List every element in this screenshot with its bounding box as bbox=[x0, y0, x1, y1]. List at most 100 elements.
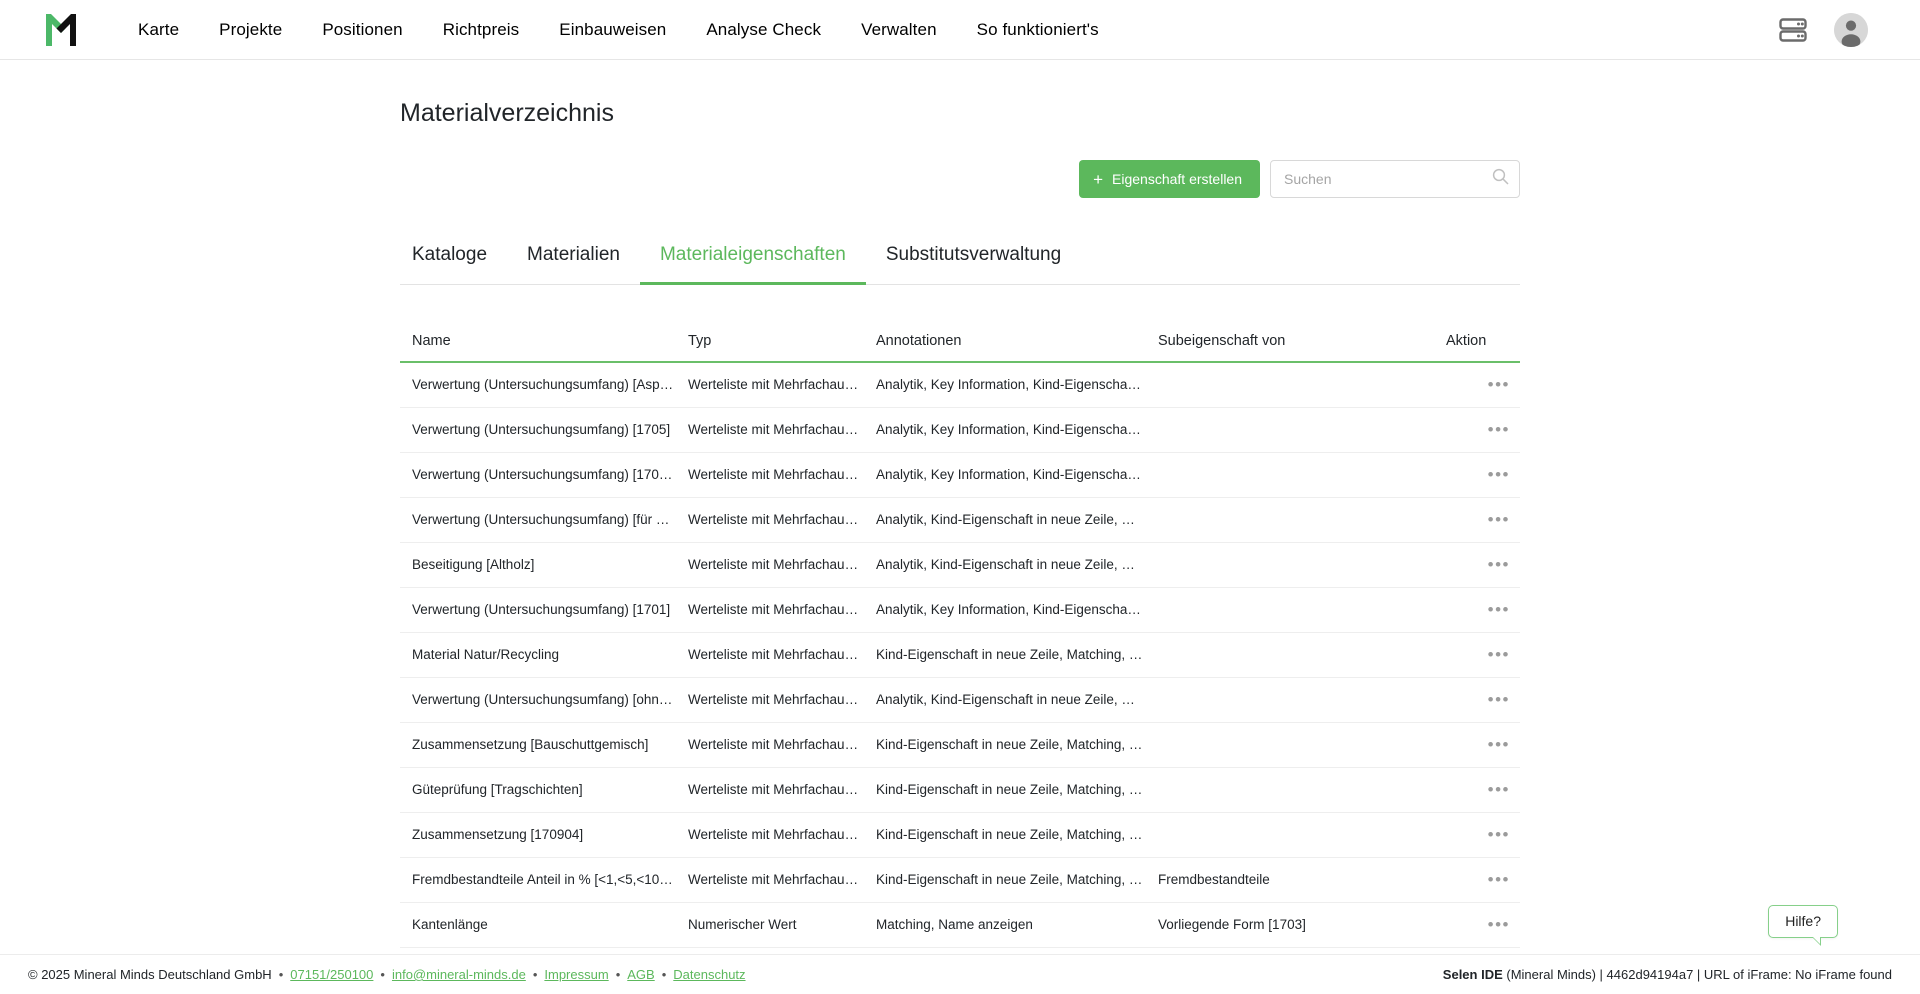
table-row[interactable]: Verwertung (Untersuchungsumfang) [ohne P… bbox=[400, 677, 1520, 723]
column-header-typ[interactable]: Typ bbox=[688, 333, 876, 363]
kebab-menu-icon[interactable]: ••• bbox=[1487, 780, 1510, 799]
cell-annotationen: Analytik, Key Information, Kind-Eigensch… bbox=[876, 452, 1158, 498]
nav-item-positionen[interactable]: Positionen bbox=[322, 20, 403, 39]
cell-name-text: Verwertung (Untersuchungsumfang) [Asphal… bbox=[412, 377, 686, 393]
kebab-menu-icon[interactable]: ••• bbox=[1487, 870, 1510, 889]
kebab-menu-icon[interactable]: ••• bbox=[1487, 420, 1510, 439]
kebab-menu-icon[interactable]: ••• bbox=[1487, 735, 1510, 754]
cell-typ: Werteliste mit Mehrfachaus… bbox=[688, 497, 876, 543]
cell-typ: Werteliste mit Mehrfachaus… bbox=[688, 587, 876, 633]
footer-copyright: © 2025 Mineral Minds Deutschland GmbH bbox=[28, 967, 272, 982]
cell-aktion: ••• bbox=[1446, 857, 1520, 903]
column-header-name[interactable]: Name bbox=[400, 333, 688, 363]
footer-datenschutz-link[interactable]: Datenschutz bbox=[673, 967, 746, 982]
nav-item-richtpreis[interactable]: Richtpreis bbox=[442, 20, 520, 39]
nav-item-einbauweisen[interactable]: Einbauweisen bbox=[559, 20, 667, 39]
material-properties-table: Name Typ Annotationen Subeigenschaft von… bbox=[400, 333, 1520, 948]
table-row[interactable]: Verwertung (Untersuchungsumfang) [170508… bbox=[400, 452, 1520, 498]
kebab-menu-icon[interactable]: ••• bbox=[1487, 465, 1510, 484]
cell-aktion: ••• bbox=[1446, 452, 1520, 498]
kebab-menu-icon[interactable]: ••• bbox=[1487, 510, 1510, 529]
table-row[interactable]: Güteprüfung [Tragschichten] Werteliste mi… bbox=[400, 767, 1520, 813]
nav-right-actions bbox=[1778, 12, 1892, 47]
cell-typ-text: Werteliste mit Mehrfachaus… bbox=[688, 512, 865, 527]
footer-agb-link[interactable]: AGB bbox=[627, 967, 655, 982]
kebab-menu-icon[interactable]: ••• bbox=[1487, 645, 1510, 664]
cell-name: Verwertung (Untersuchungsumfang) [Asphal… bbox=[400, 362, 688, 408]
table-row[interactable]: Verwertung (Untersuchungsumfang) [für Ob… bbox=[400, 497, 1520, 543]
cell-typ: Werteliste mit Mehrfachaus… bbox=[688, 632, 876, 678]
cell-typ-text: Werteliste mit Mehrfachaus… bbox=[688, 467, 865, 482]
cell-aktion: ••• bbox=[1446, 902, 1520, 948]
table-header-row: Name Typ Annotationen Subeigenschaft von… bbox=[400, 333, 1520, 363]
footer-status-app: Selen IDE bbox=[1442, 967, 1503, 982]
help-bubble[interactable]: Hilfe? bbox=[1768, 905, 1838, 946]
user-avatar-icon[interactable] bbox=[1834, 12, 1868, 47]
table-row[interactable]: Zusammensetzung [Bauschuttgemisch] Wertel… bbox=[400, 722, 1520, 768]
cell-subeigenschaft bbox=[1158, 407, 1446, 453]
cell-name: Beseitigung [Altholz] bbox=[400, 542, 688, 588]
footer-email-link[interactable]: info@mineral-minds.de bbox=[391, 967, 526, 982]
nav-item-projekte[interactable]: Projekte bbox=[219, 20, 283, 39]
table-row[interactable]: Kantenlänge Numerischer Wert Matching, Nam… bbox=[400, 902, 1520, 948]
table-row[interactable]: Verwertung (Untersuchungsumfang) [1705] W… bbox=[400, 407, 1520, 453]
search-field-wrapper bbox=[1270, 160, 1520, 198]
cell-name: Material Natur/Recycling bbox=[400, 632, 688, 678]
tab-kataloge[interactable]: Kataloge bbox=[412, 244, 488, 265]
cell-typ: Werteliste mit Mehrfachaus… bbox=[688, 362, 876, 408]
cell-annotationen-text: Kind-Eigenschaft in neue Zeile, Matching… bbox=[876, 827, 1158, 842]
cell-annotationen-text: Kind-Eigenschaft in neue Zeile, Matching… bbox=[876, 737, 1158, 752]
cell-subeigenschaft bbox=[1158, 362, 1446, 408]
table-row[interactable]: Verwertung (Untersuchungsumfang) [1701] W… bbox=[400, 587, 1520, 633]
kebab-menu-icon[interactable]: ••• bbox=[1487, 555, 1510, 574]
footer-separator-4: • bbox=[615, 967, 621, 982]
cell-name-text: Zusammensetzung [Bauschuttgemisch] bbox=[412, 737, 649, 752]
brand-logo[interactable] bbox=[38, 9, 84, 51]
footer-separator-5: • bbox=[661, 967, 667, 982]
content-container: Materialverzeichnis + Eigenschaft erstel… bbox=[400, 60, 1520, 948]
footer-separator-1: • bbox=[278, 967, 284, 982]
column-header-annotationen[interactable]: Annotationen bbox=[876, 333, 1158, 363]
cell-annotationen: Analytik, Kind-Eigenschaft in neue Zeile… bbox=[876, 542, 1158, 588]
cell-annotationen-text: Matching, Name anzeigen bbox=[876, 917, 1033, 932]
server-stack-icon[interactable] bbox=[1778, 17, 1808, 43]
cell-subeigenschaft-text: Vorliegende Form [1703] bbox=[1158, 917, 1306, 932]
tab-substitutsverwaltung[interactable]: Substitutsverwaltung bbox=[885, 244, 1062, 265]
tab-materialien[interactable]: Materialien bbox=[527, 244, 620, 265]
table-row[interactable]: Verwertung (Untersuchungsumfang) [Asphal… bbox=[400, 362, 1520, 408]
table-row[interactable]: Material Natur/Recycling Werteliste mit M… bbox=[400, 632, 1520, 678]
help-bubble-label: Hilfe? bbox=[1785, 913, 1821, 929]
kebab-menu-icon[interactable]: ••• bbox=[1487, 825, 1510, 844]
table-row[interactable]: Beseitigung [Altholz] Werteliste mit Mehr… bbox=[400, 542, 1520, 588]
cell-subeigenschaft: Vorliegende Form [1703] bbox=[1158, 902, 1446, 948]
tab-materialeigenschaften[interactable]: Materialeigenschaften bbox=[639, 234, 866, 285]
table-body: Verwertung (Untersuchungsumfang) [Asphal… bbox=[400, 362, 1520, 948]
cell-name-text: Verwertung (Untersuchungsumfang) [170508… bbox=[412, 467, 686, 482]
nav-item-analyse-check[interactable]: Analyse Check bbox=[706, 20, 822, 39]
footer-impressum-link[interactable]: Impressum bbox=[544, 967, 609, 982]
page-title: Materialverzeichnis bbox=[400, 99, 614, 127]
cell-annotationen-text: Kind-Eigenschaft in neue Zeile, Matching… bbox=[876, 782, 1158, 797]
search-input[interactable] bbox=[1270, 160, 1520, 198]
kebab-menu-icon[interactable]: ••• bbox=[1487, 690, 1510, 709]
kebab-menu-icon[interactable]: ••• bbox=[1487, 600, 1510, 619]
column-header-subeigenschaft[interactable]: Subeigenschaft von bbox=[1158, 333, 1446, 363]
kebab-menu-icon[interactable]: ••• bbox=[1487, 375, 1510, 395]
page-toolbar: + Eigenschaft erstellen bbox=[400, 160, 1520, 198]
nav-item-karte[interactable]: Karte bbox=[138, 20, 180, 39]
cell-name: Verwertung (Untersuchungsumfang) [170508… bbox=[400, 452, 688, 498]
cell-typ-text: Werteliste mit Mehrfachaus… bbox=[688, 647, 865, 662]
cell-aktion: ••• bbox=[1446, 812, 1520, 858]
column-header-aktion: Aktion bbox=[1446, 333, 1520, 363]
table-head: Name Typ Annotationen Subeigenschaft von… bbox=[400, 333, 1520, 363]
nav-item-so-funktionierts[interactable]: So funktioniert's bbox=[976, 20, 1099, 39]
cell-aktion: ••• bbox=[1446, 632, 1520, 678]
kebab-menu-icon[interactable]: ••• bbox=[1487, 915, 1510, 934]
cell-name: Verwertung (Untersuchungsumfang) [ohne P… bbox=[400, 677, 688, 723]
table-row[interactable]: Fremdbestandteile Anteil in % [<1,<5,<10… bbox=[400, 857, 1520, 903]
create-property-button[interactable]: + Eigenschaft erstellen bbox=[1079, 160, 1260, 198]
table-row[interactable]: Zusammensetzung [170904] Werteliste mit M… bbox=[400, 812, 1520, 858]
footer-phone-link[interactable]: 07151/250100 bbox=[290, 967, 374, 982]
cell-name-text: Verwertung (Untersuchungsumfang) [ohne P… bbox=[412, 692, 688, 707]
nav-item-verwalten[interactable]: Verwalten bbox=[861, 20, 937, 39]
